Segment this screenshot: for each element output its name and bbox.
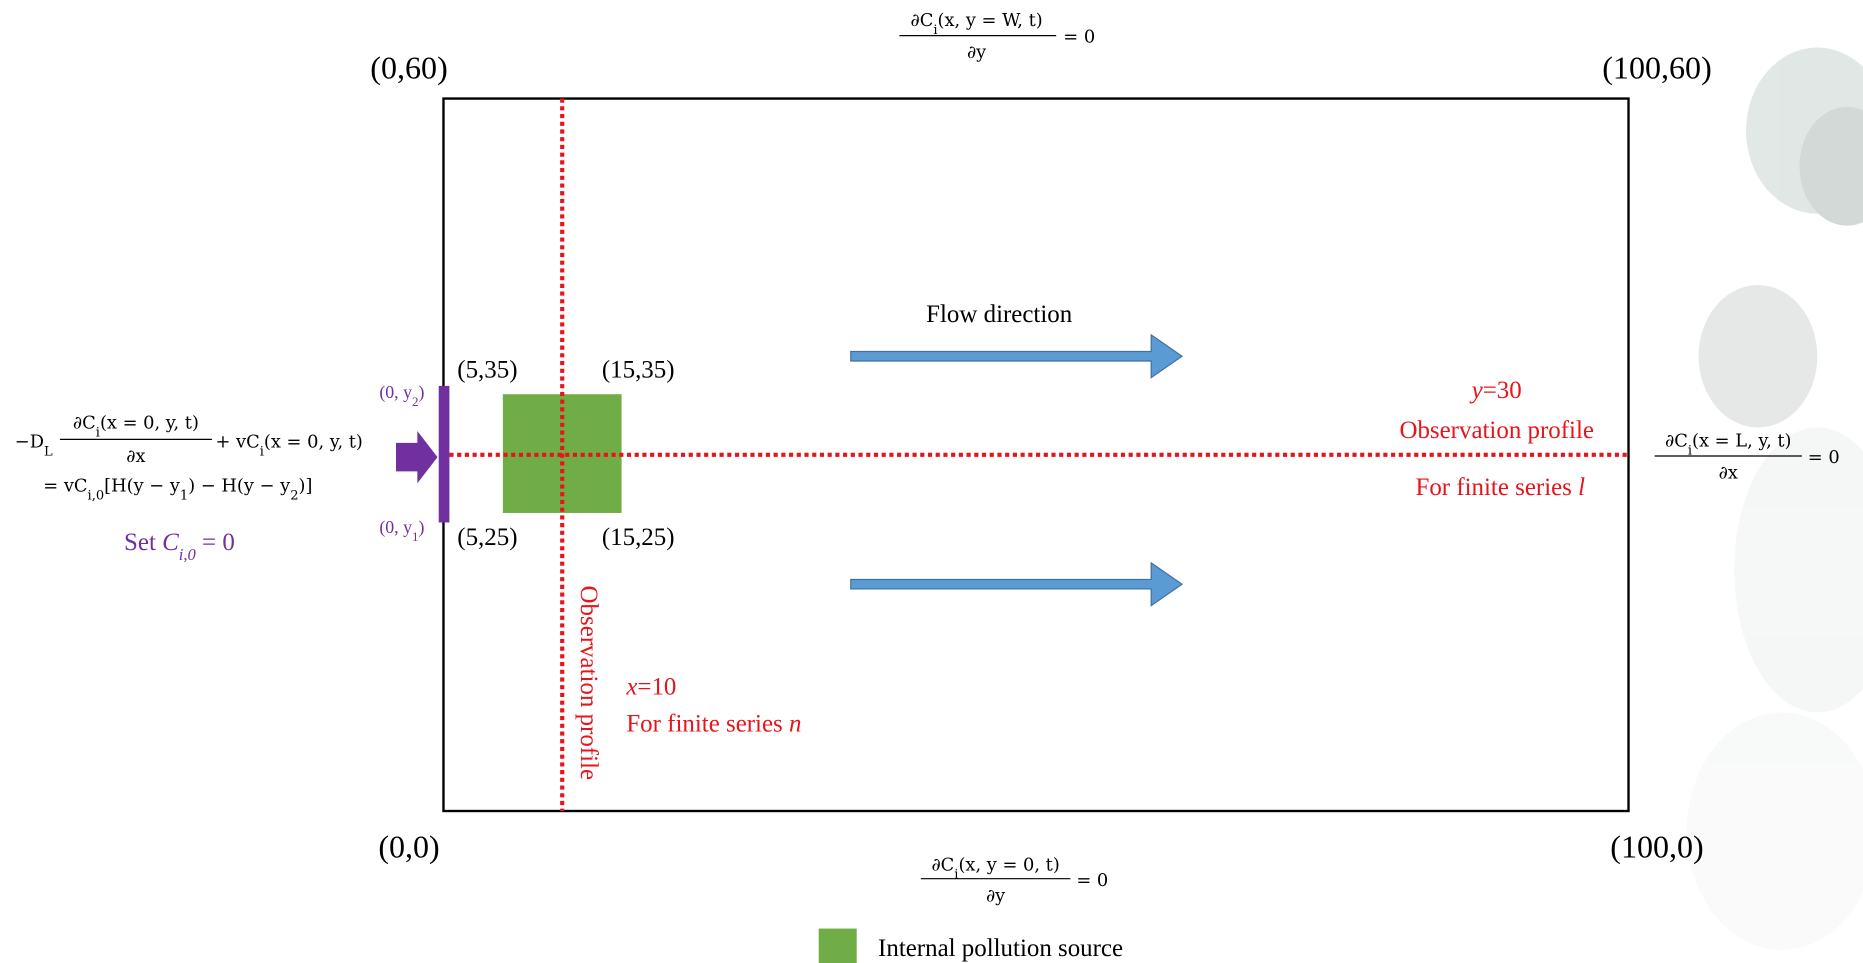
term: (x, y = W, t) <box>938 10 1043 31</box>
term: (x, y = 0, t) <box>958 854 1059 875</box>
bottom-condition: ∂Ci(x, y = 0, t) ∂y = 0 <box>921 854 1108 906</box>
term: = vC <box>43 476 87 497</box>
profile-series: For finite series n <box>626 710 801 737</box>
numerator: ∂Ci(x = 0, y, t) <box>73 413 199 440</box>
profile-series: For finite series l <box>1415 474 1585 501</box>
flow-arrow <box>851 563 1182 606</box>
corner-label: (0,0) <box>378 828 439 864</box>
term: L <box>44 444 53 459</box>
legend-swatch <box>819 929 857 963</box>
inlet-segment <box>439 386 450 523</box>
denominator: ∂x <box>126 446 145 467</box>
term: (0, y <box>379 382 412 403</box>
background-decor <box>1687 47 1863 949</box>
term: ∂C <box>1665 430 1688 451</box>
rhs: = 0 <box>1808 447 1840 468</box>
term: ∂C <box>931 854 954 875</box>
term: ) − H(y − y <box>188 476 290 497</box>
advection: + vCi(x = 0, y, t) <box>215 432 362 460</box>
term: x <box>625 674 637 701</box>
inlet-label: (0, y2) <box>379 382 424 409</box>
profile-position: x=10 <box>625 674 676 701</box>
profile-label: Observation profile <box>1399 417 1593 444</box>
profile-position: y=30 <box>1469 377 1522 404</box>
left-condition: −DL ∂Ci(x = 0, y, t) ∂x + vCi(x = 0, y, … <box>15 413 363 564</box>
rhs: = 0 <box>1063 27 1095 48</box>
term: (x = L, y, t) <box>1692 430 1791 451</box>
flow-label: Flow direction <box>926 301 1073 328</box>
numerator: ∂Ci(x, y = W, t) <box>911 10 1043 37</box>
term: 2 <box>290 488 298 503</box>
numerator: ∂Ci(x, y = 0, t) <box>931 854 1059 881</box>
source-corner: (15,25) <box>602 524 675 551</box>
term: )] <box>299 476 313 497</box>
term: C <box>162 529 179 556</box>
corner-label: (100,60) <box>1602 49 1711 85</box>
term: [H(y − y <box>104 476 180 497</box>
term: ∂C <box>911 10 934 31</box>
term: l <box>1578 474 1585 501</box>
source-corner: (15,35) <box>602 357 675 384</box>
term: (0, y <box>379 517 412 538</box>
profile-label: Observation profile <box>575 586 602 780</box>
term: (x = 0, y, t) <box>100 413 199 434</box>
source-corner: (5,35) <box>457 357 517 384</box>
term: =10 <box>637 674 676 701</box>
term: −D <box>15 432 44 453</box>
term: ) <box>419 382 425 403</box>
term: = 0 <box>196 529 235 556</box>
term: For finite series <box>626 710 789 737</box>
term: 1 <box>180 488 188 503</box>
denominator: ∂x <box>1719 463 1738 484</box>
legend-label: Internal pollution source <box>878 935 1123 962</box>
rhs: = 0 <box>1076 870 1108 891</box>
top-condition: ∂Ci(x, y = W, t) ∂y = 0 <box>899 10 1095 63</box>
term: (x = 0, y, t) <box>264 432 363 453</box>
lead: −DL <box>15 432 53 460</box>
term: + vC <box>215 432 259 453</box>
source-corner: (5,25) <box>457 524 517 551</box>
corner-label: (0,60) <box>370 49 447 85</box>
term: For finite series <box>1415 474 1578 501</box>
term: i,0 <box>179 544 197 563</box>
term: ∂C <box>73 413 96 434</box>
term: ) <box>419 517 425 538</box>
term: n <box>789 710 801 737</box>
flow-arrow <box>851 335 1182 378</box>
setting: Set Ci,0 = 0 <box>124 529 235 564</box>
denominator: ∂y <box>986 885 1005 906</box>
inlet-label: (0, y1) <box>379 517 424 543</box>
term: y <box>1469 377 1484 404</box>
corner-label: (100,0) <box>1610 828 1703 864</box>
inlet-arrow <box>396 431 438 483</box>
term: i,0 <box>88 488 105 503</box>
term: Set <box>124 529 162 556</box>
line2: = vCi,0[H(y − y1) − H(y − y2)] <box>43 476 312 504</box>
term: =30 <box>1483 377 1522 404</box>
denominator: ∂y <box>967 42 986 63</box>
diagram: (0,60) (100,60) (0,0) (100,0) ∂Ci(x, y =… <box>0 0 1863 963</box>
